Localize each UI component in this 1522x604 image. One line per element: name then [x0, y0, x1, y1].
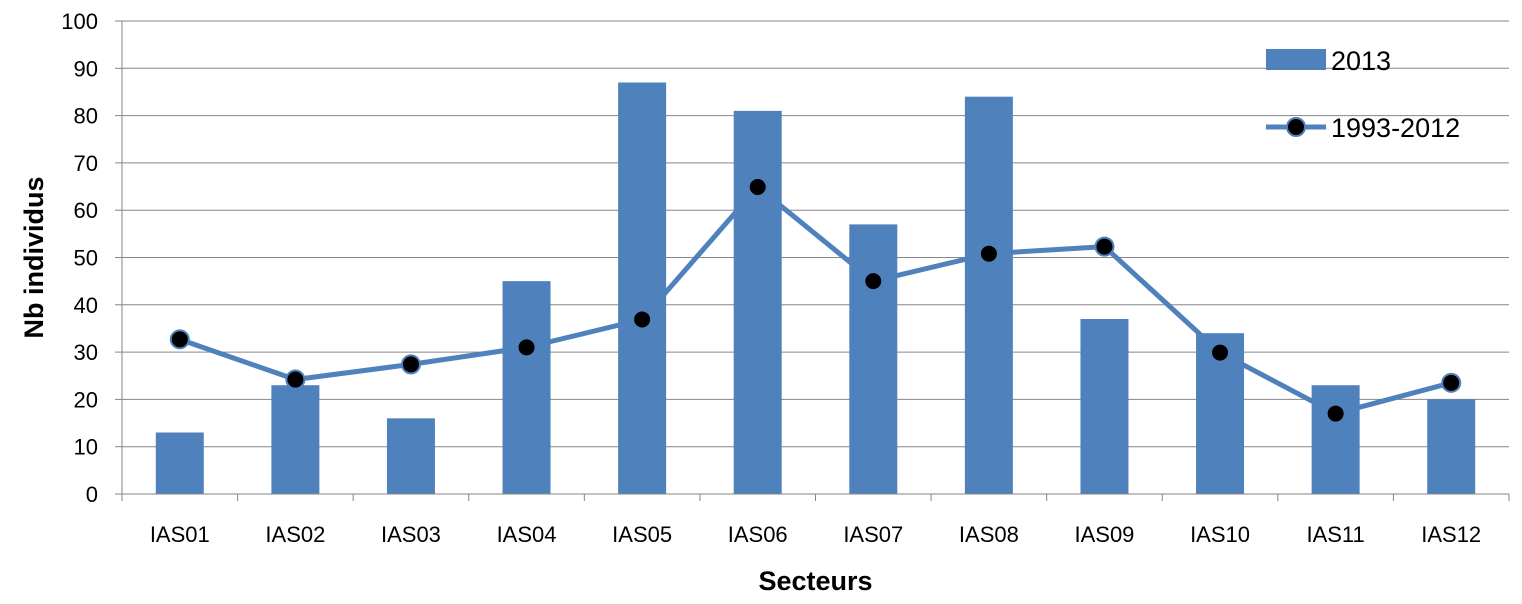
- line-point-ias05: [632, 309, 653, 330]
- line-series: [169, 177, 1462, 424]
- y-tick-label: 50: [74, 246, 98, 271]
- axes: [115, 20, 1510, 501]
- series-line-1993-2012: [178, 184, 1452, 417]
- x-tick-label: IAS02: [265, 522, 325, 547]
- x-tick-label: IAS12: [1421, 522, 1481, 547]
- y-axis-title: Nb individus: [19, 177, 49, 339]
- x-tick-label: IAS03: [381, 522, 441, 547]
- y-tick-label: 80: [74, 104, 98, 129]
- legend: 2013 1993-2012: [1266, 46, 1460, 143]
- bar-ias04: [502, 281, 551, 494]
- x-tick-label: IAS05: [612, 522, 672, 547]
- y-tick-label: 90: [74, 56, 98, 81]
- bar-ias08: [964, 96, 1013, 495]
- x-tick-label: IAS09: [1074, 522, 1134, 547]
- x-axis-title: Secteurs: [758, 566, 872, 596]
- x-tick-label: IAS06: [728, 522, 788, 547]
- line-point-ias02: [285, 369, 306, 390]
- line-point-ias08: [978, 243, 999, 264]
- bar-ias12: [1427, 399, 1476, 494]
- y-tick-label: 100: [61, 9, 98, 34]
- line-point-ias01: [169, 329, 190, 350]
- y-tick-label: 60: [74, 198, 98, 223]
- x-tick-label: IAS10: [1190, 522, 1250, 547]
- legend-marker-1993-2012: [1286, 117, 1306, 137]
- bar-ias05: [618, 82, 667, 495]
- y-tick-label: 40: [74, 293, 98, 318]
- x-tick-label: IAS07: [843, 522, 903, 547]
- x-tick-labels: IAS01 IAS02 IAS03 IAS04 IAS05 IAS06 IAS07 IAS08…: [150, 522, 1481, 547]
- x-tick-label: IAS01: [150, 522, 210, 547]
- line-point-ias06: [747, 177, 768, 198]
- y-tick-label: 10: [74, 435, 98, 460]
- legend-label-1993-2012: 1993-2012: [1331, 113, 1460, 143]
- x-tick-label: IAS08: [959, 522, 1019, 547]
- y-tick-label: 20: [74, 387, 98, 412]
- bar-ias03: [386, 418, 435, 494]
- legend-swatch-2013: [1266, 49, 1326, 70]
- x-tick-label: IAS04: [497, 522, 557, 547]
- bar-ias09: [1080, 318, 1129, 494]
- x-tick-label: IAS11: [1306, 522, 1364, 547]
- line-point-ias10: [1210, 342, 1231, 363]
- line-point-ias11: [1325, 403, 1346, 424]
- bar-ias11: [1311, 385, 1360, 494]
- y-tick-label: 30: [74, 340, 98, 365]
- y-tick-label: 0: [86, 482, 98, 507]
- bar-ias01: [155, 432, 204, 494]
- line-point-ias07: [863, 271, 884, 292]
- bar-ias02: [271, 385, 320, 494]
- line-point-ias09: [1094, 236, 1115, 257]
- gridlines: [122, 20, 1509, 448]
- bar-ias06: [733, 110, 782, 495]
- line-point-ias12: [1441, 372, 1462, 393]
- line-point-ias04: [516, 337, 537, 358]
- legend-label-2013: 2013: [1331, 46, 1391, 76]
- y-tick-labels: 0 10 20 30 40 50 60 70 80 90 100: [61, 9, 98, 507]
- y-tick-label: 70: [74, 151, 98, 176]
- bar-series: [155, 82, 1476, 495]
- line-point-ias03: [400, 354, 421, 375]
